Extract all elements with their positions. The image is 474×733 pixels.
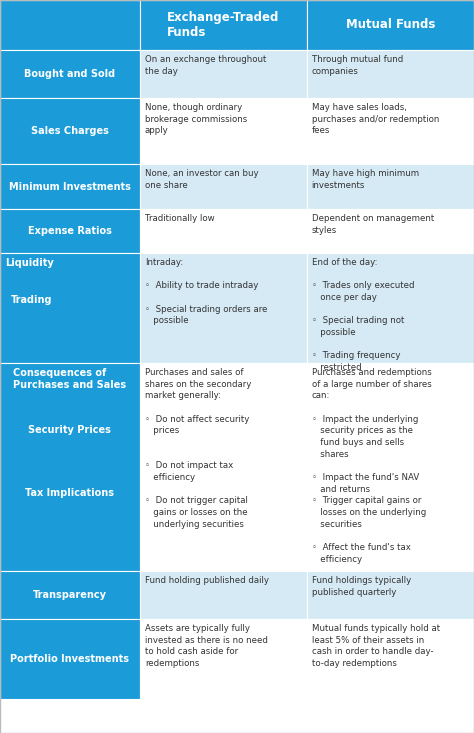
Bar — [140, 619, 307, 699]
Bar — [140, 98, 307, 164]
Bar — [140, 0, 307, 50]
Bar — [307, 363, 474, 571]
Text: Tax Implications: Tax Implications — [26, 487, 114, 498]
Bar — [140, 253, 307, 363]
Bar — [307, 0, 474, 50]
Text: Sales Charges: Sales Charges — [31, 126, 109, 136]
Bar — [307, 209, 474, 253]
Bar — [307, 50, 474, 98]
Bar — [0, 164, 140, 209]
Bar — [0, 253, 140, 363]
Bar — [0, 209, 140, 253]
Text: May have sales loads,
purchases and/or redemption
fees: May have sales loads, purchases and/or r… — [312, 103, 439, 136]
Bar — [307, 571, 474, 619]
Text: Trading: Trading — [11, 295, 53, 305]
Text: Mutual Funds: Mutual Funds — [346, 18, 435, 32]
Text: Bought and Sold: Bought and Sold — [24, 69, 116, 79]
Bar — [140, 363, 307, 571]
Text: Mutual funds typically hold at
least 5% of their assets in
cash in order to hand: Mutual funds typically hold at least 5% … — [312, 624, 440, 668]
Text: Through mutual fund
companies: Through mutual fund companies — [312, 55, 403, 75]
Text: Fund holdings typically
published quarterly: Fund holdings typically published quarte… — [312, 576, 411, 597]
Text: Liquidity: Liquidity — [5, 258, 54, 268]
Text: Purchases and sales of
shares on the secondary
market generally:

◦  Do not affe: Purchases and sales of shares on the sec… — [145, 368, 251, 528]
Bar — [140, 571, 307, 619]
Text: Dependent on management
styles: Dependent on management styles — [312, 214, 434, 235]
Text: Fund holding published daily: Fund holding published daily — [145, 576, 269, 585]
Text: Portfolio Investments: Portfolio Investments — [10, 654, 129, 664]
Text: None, an investor can buy
one share: None, an investor can buy one share — [145, 169, 258, 190]
Bar — [0, 619, 140, 699]
Text: Intraday:

◦  Ability to trade intraday

◦  Special trading orders are
   possib: Intraday: ◦ Ability to trade intraday ◦ … — [145, 258, 267, 325]
Text: Consequences of
Purchases and Sales: Consequences of Purchases and Sales — [13, 368, 127, 391]
Bar — [140, 209, 307, 253]
Bar — [0, 363, 140, 571]
Bar — [307, 619, 474, 699]
Text: Traditionally low: Traditionally low — [145, 214, 214, 223]
Bar — [307, 98, 474, 164]
Text: Security Prices: Security Prices — [28, 425, 111, 435]
Text: Purchases and redemptions
of a large number of shares
can:

◦  Impact the underl: Purchases and redemptions of a large num… — [312, 368, 431, 564]
Text: May have high minimum
investments: May have high minimum investments — [312, 169, 419, 190]
Text: End of the day:

◦  Trades only executed
   once per day

◦  Special trading not: End of the day: ◦ Trades only executed o… — [312, 258, 414, 372]
Bar — [307, 253, 474, 363]
Bar — [0, 98, 140, 164]
Text: Exchange-Traded
Funds: Exchange-Traded Funds — [167, 10, 280, 40]
Text: Minimum Investments: Minimum Investments — [9, 182, 131, 191]
Text: None, though ordinary
brokerage commissions
apply: None, though ordinary brokerage commissi… — [145, 103, 247, 136]
Text: Assets are typically fully
invested as there is no need
to hold cash aside for
r: Assets are typically fully invested as t… — [145, 624, 268, 668]
Text: Transparency: Transparency — [33, 590, 107, 600]
Bar — [0, 571, 140, 619]
Bar — [307, 164, 474, 209]
Bar — [0, 50, 140, 98]
Bar — [0, 0, 140, 50]
Text: On an exchange throughout
the day: On an exchange throughout the day — [145, 55, 266, 75]
Text: Expense Ratios: Expense Ratios — [28, 226, 112, 236]
Bar — [140, 50, 307, 98]
Bar — [140, 164, 307, 209]
